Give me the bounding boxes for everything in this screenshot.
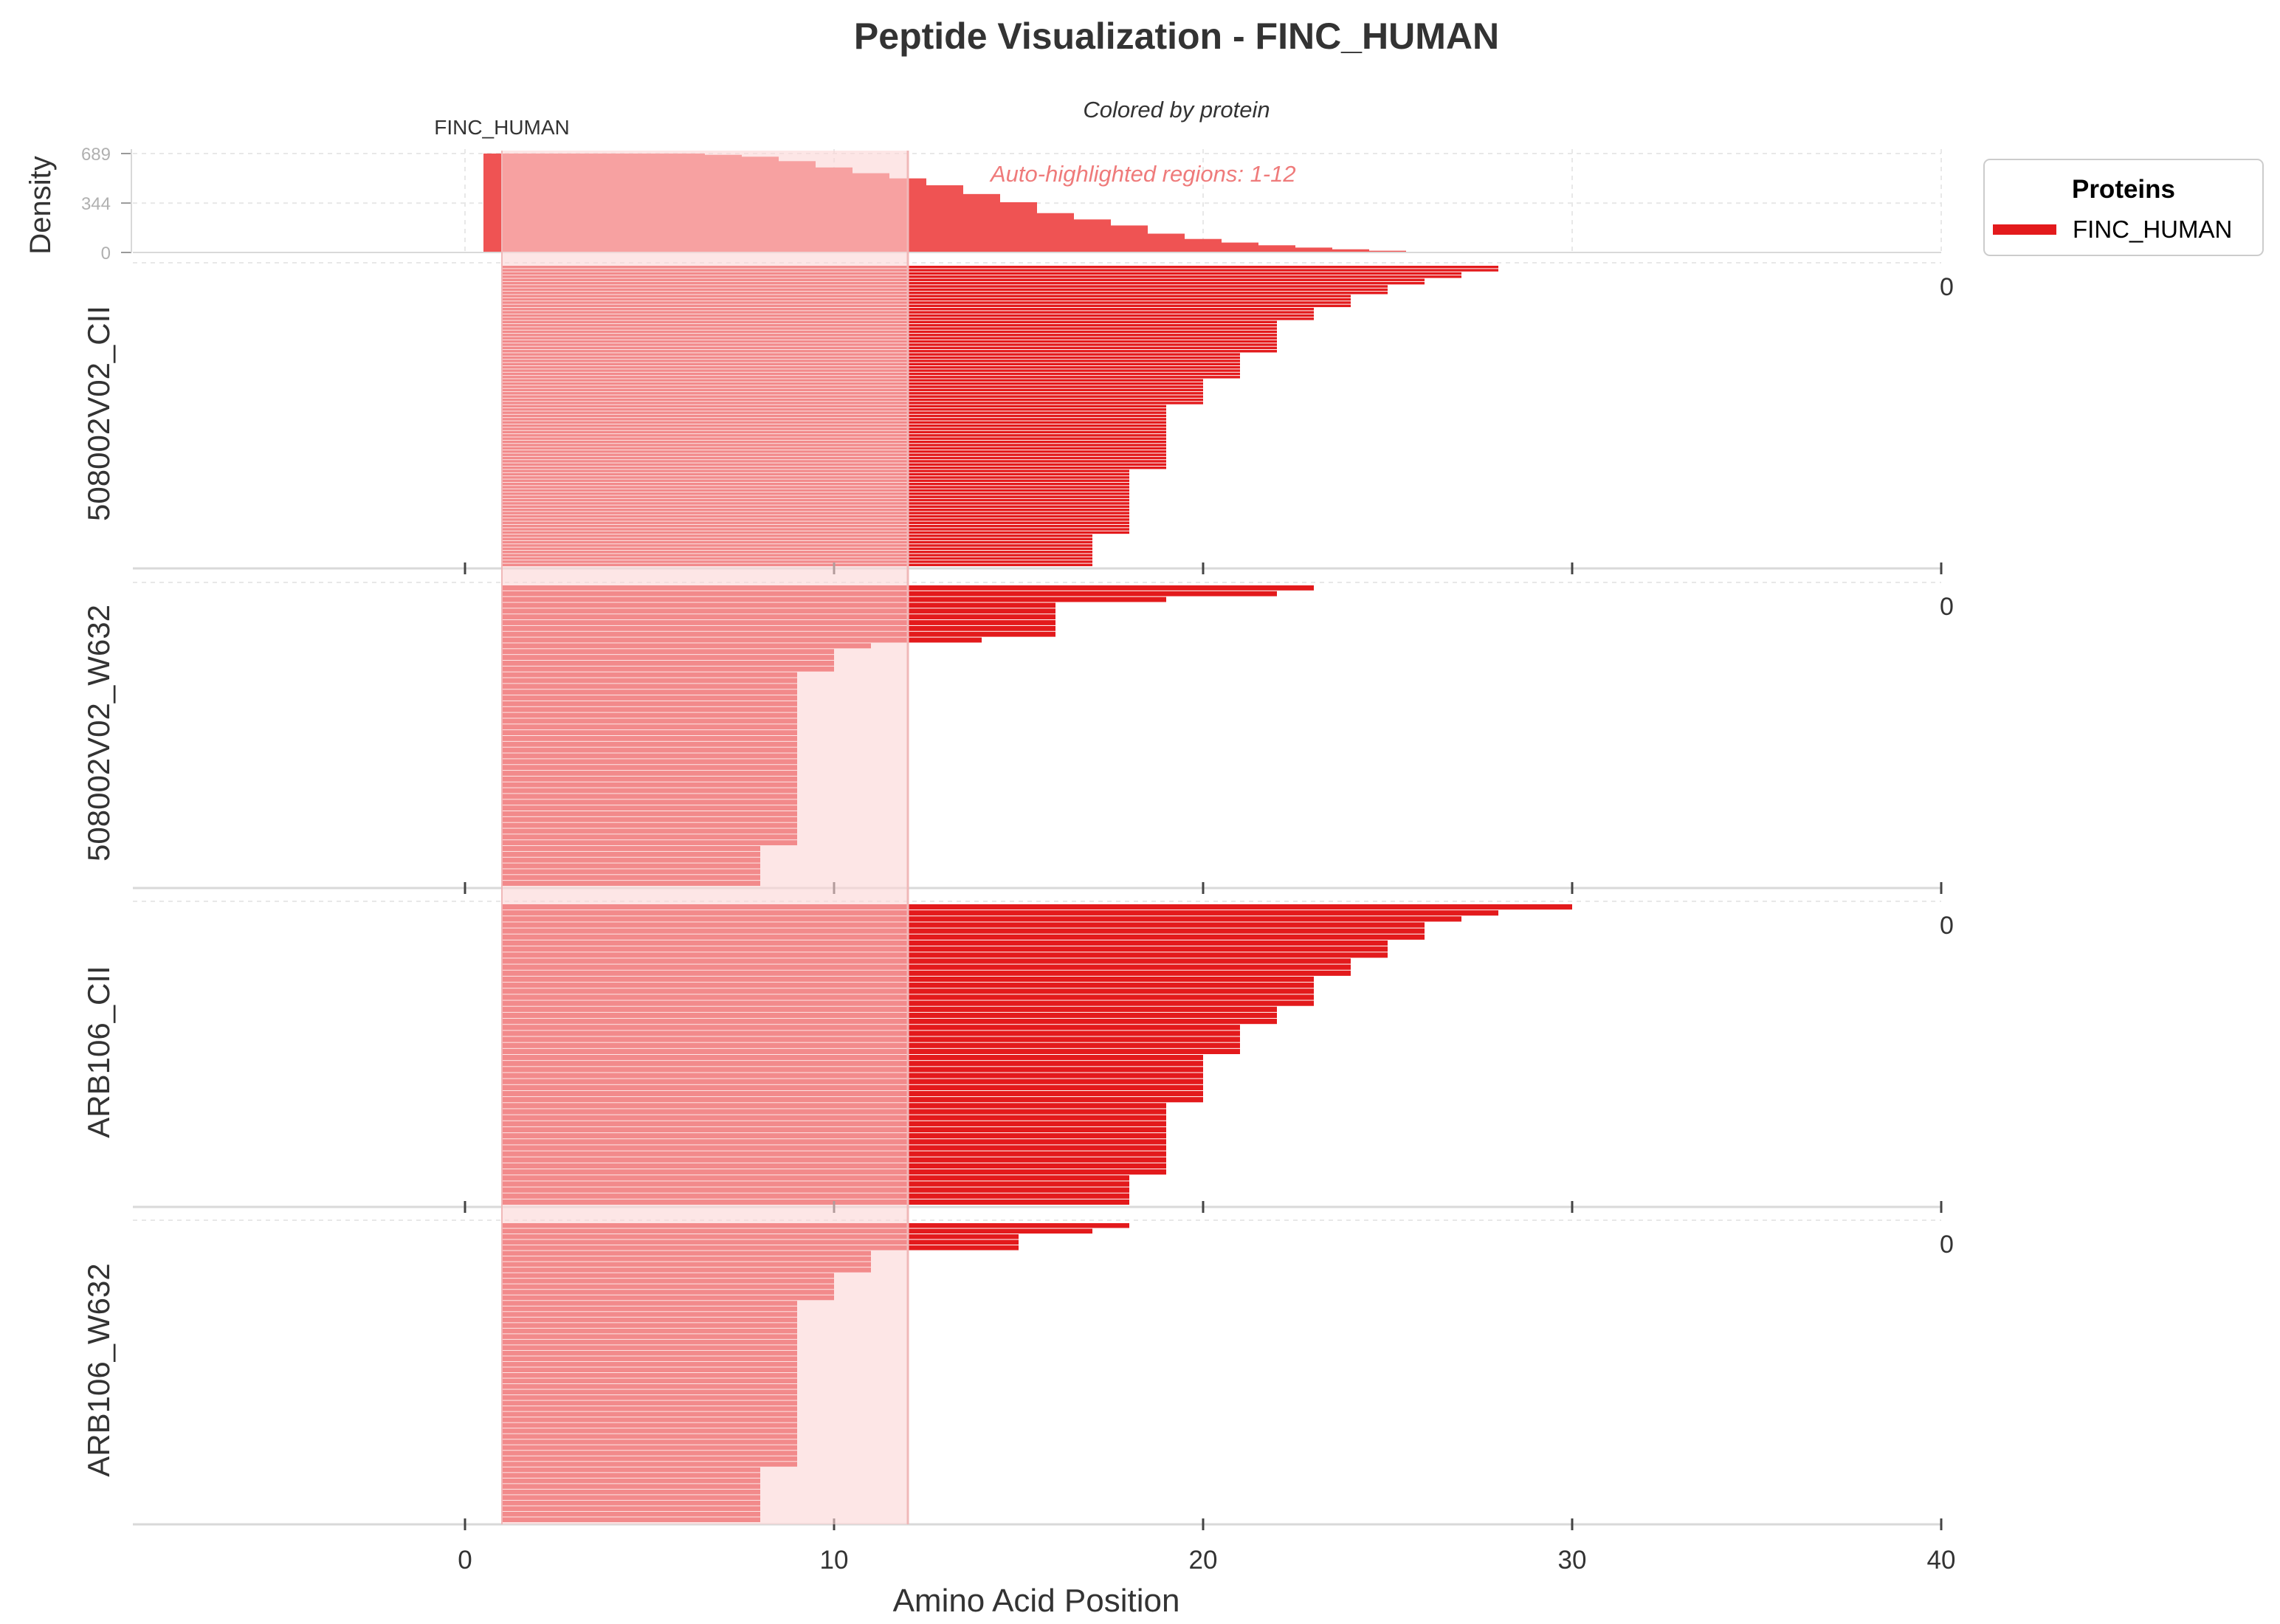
sample-count-label: 0 [1940,1231,1954,1259]
x-tick-label: 30 [1558,1546,1587,1575]
peptide-bar [502,934,1425,940]
x-tick-label: 0 [458,1546,472,1575]
x-axis: 0 10 20 30 40 [458,1546,1955,1575]
density-bar [1222,242,1258,252]
peptide-bar [502,297,1351,301]
peptide-bar [502,958,1351,964]
highlight-annotation: Auto-highlighted regions: 1-12 [989,161,1296,187]
sample-count-label: 0 [1940,912,1954,940]
peptide-bar [502,295,1351,297]
density-bar [1074,219,1111,252]
peptide-bar [502,904,1572,910]
peptide-bar [502,275,1461,278]
peptide-bar [502,272,1461,275]
peptide-bar [502,301,1351,304]
peptide-bar [502,946,1388,952]
peptide-bar [502,916,1461,922]
sample-label: 508002V02_CII [81,306,116,521]
peptide-bar [502,292,1388,295]
sample-panel-508002V02_W632: 508002V02_W632 0 [81,582,1954,894]
protein-label: FINC_HUMAN [434,116,570,139]
density-bar [1332,249,1369,252]
peptide-bar [502,278,1425,281]
peptide-bar [502,288,1388,292]
density-bar [1037,213,1074,252]
peptide-bar [502,285,1388,288]
sample-panels: 508002V02_CII 0 508002V02_W632 0 ARB106_CII 0… [81,262,1954,1530]
peptide-bar [502,970,1351,976]
density-bar [926,185,963,252]
peptide-bar [502,281,1425,285]
sample-count-label: 0 [1940,593,1954,621]
sample-panel-ARB106_W632: ARB106_W632 0 [81,1219,1954,1530]
density-bar [1111,225,1148,252]
sample-label: 508002V02_W632 [81,605,116,861]
sample-count-label: 0 [1940,273,1954,301]
density-bar [1295,247,1332,252]
chart-title: Peptide Visualization - FINC_HUMAN [854,16,1499,57]
density-bar [1369,250,1406,252]
density-bar [1148,233,1185,252]
peptide-bar [502,928,1425,934]
legend-title: Proteins [2072,175,2175,204]
peptide-bar [502,269,1498,272]
peptide-bar [502,940,1388,946]
chart-subtitle: Colored by protein [1083,97,1270,123]
x-tick-label: 20 [1189,1546,1218,1575]
density-bar [963,193,1000,252]
density-axis-label: Density [24,156,57,254]
legend-entry: FINC_HUMAN [2073,216,2232,243]
peptide-bar [502,266,1498,269]
sample-panel-508002V02_CII: 508002V02_CII 0 [81,262,1954,574]
peptide-bar [502,952,1388,958]
density-bar [1258,245,1295,252]
highlight-region [501,151,909,1524]
highlight-band [502,151,908,1524]
sample-label: ARB106_CII [81,966,116,1138]
peptide-bar [502,910,1498,916]
x-axis-label: Amino Acid Position [893,1583,1180,1619]
peptide-bar [502,304,1351,308]
density-tick-label: 344 [81,194,111,214]
density-bar [1185,238,1222,252]
legend: Proteins FINC_HUMAN [1983,159,2264,256]
x-tick-label: 10 [820,1546,849,1575]
peptide-bar [502,922,1425,928]
sample-panel-ARB106_CII: ARB106_CII 0 [81,901,1954,1213]
sample-label: ARB106_W632 [81,1263,116,1477]
density-bar [1000,202,1037,252]
x-tick-label: 40 [1927,1546,1956,1575]
peptide-bar [502,964,1351,970]
density-tick-label: 689 [81,145,111,165]
density-tick-label: 0 [101,244,111,264]
